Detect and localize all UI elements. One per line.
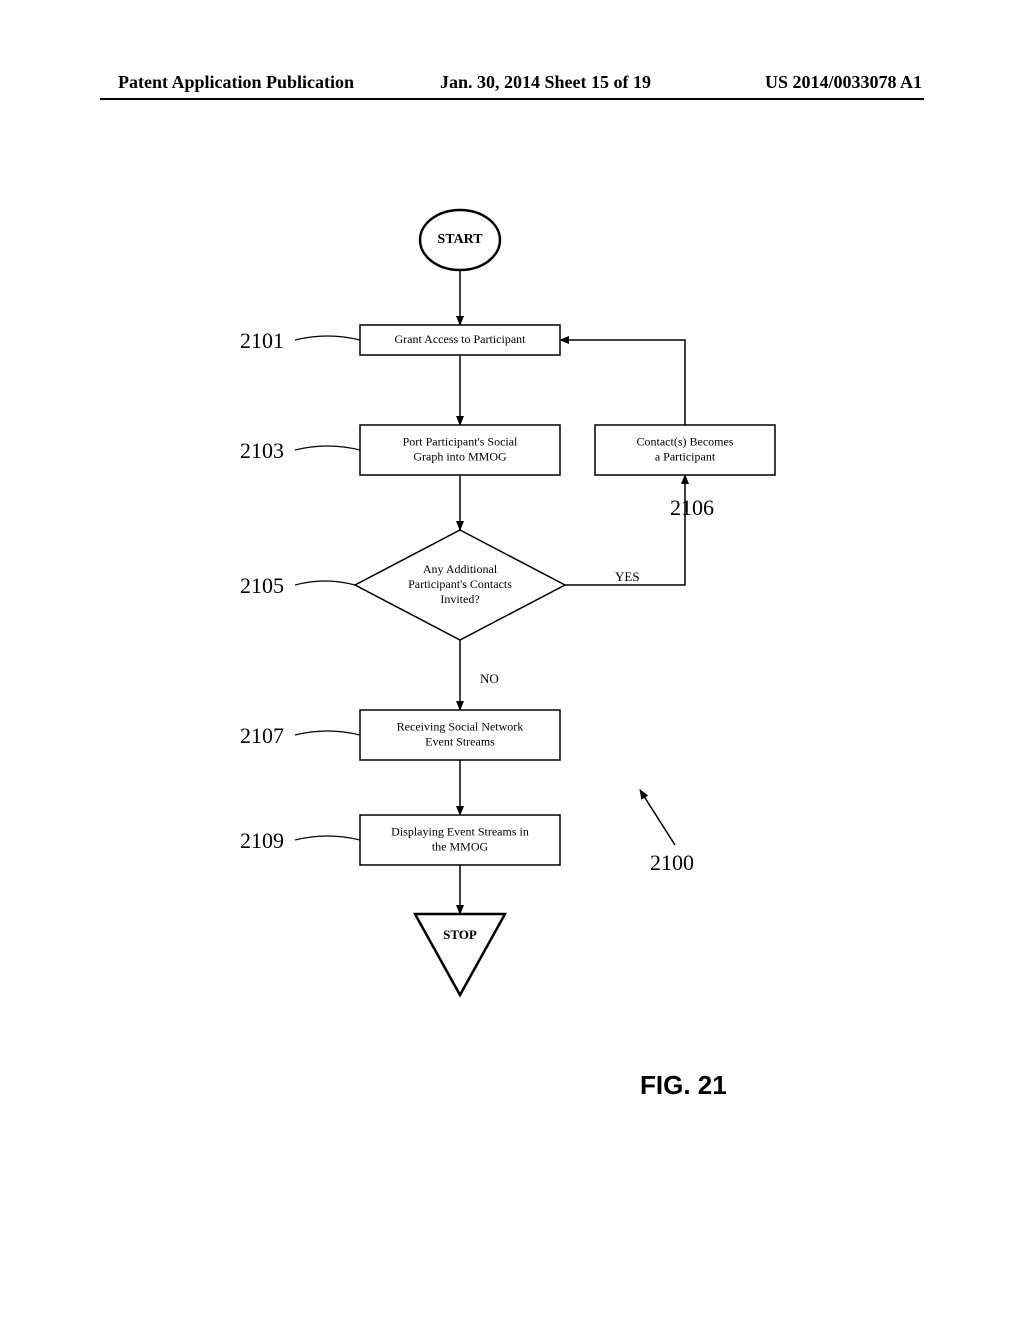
svg-text:Graph into MMOG: Graph into MMOG	[413, 449, 507, 463]
svg-text:the MMOG: the MMOG	[432, 839, 489, 853]
svg-text:Invited?: Invited?	[440, 592, 479, 606]
svg-text:2107: 2107	[240, 723, 284, 748]
svg-text:2109: 2109	[240, 828, 284, 853]
svg-text:Any Additional: Any Additional	[423, 562, 498, 576]
flowchart-svg: NO YES START Grant Access to Participant Por…	[180, 190, 840, 1020]
svg-text:Contact(s) Becomes: Contact(s) Becomes	[637, 434, 734, 448]
svg-text:a Participant: a Participant	[655, 449, 716, 463]
svg-text:2103: 2103	[240, 438, 284, 463]
svg-text:STOP: STOP	[443, 927, 477, 942]
figure-caption: FIG. 21	[640, 1070, 727, 1101]
svg-text:START: START	[437, 232, 483, 247]
svg-text:Event Streams: Event Streams	[425, 734, 495, 748]
header-left: Patent Application Publication	[118, 72, 354, 93]
header-rule	[100, 98, 924, 100]
svg-text:Participant's Contacts: Participant's Contacts	[408, 577, 512, 591]
svg-text:NO: NO	[480, 671, 499, 686]
header-center: Jan. 30, 2014 Sheet 15 of 19	[440, 72, 651, 93]
svg-text:2101: 2101	[240, 328, 284, 353]
svg-text:Receiving Social Network: Receiving Social Network	[397, 719, 524, 733]
svg-text:Grant Access to Participant: Grant Access to Participant	[395, 332, 527, 346]
flowchart-container: NO YES START Grant Access to Participant Por…	[180, 190, 840, 1025]
svg-text:2105: 2105	[240, 573, 284, 598]
svg-text:2100: 2100	[650, 850, 694, 875]
svg-text:Displaying Event Streams in: Displaying Event Streams in	[391, 824, 529, 838]
header-right: US 2014/0033078 A1	[765, 72, 922, 93]
page: Patent Application Publication Jan. 30, …	[0, 0, 1024, 1320]
svg-text:YES: YES	[615, 569, 640, 584]
svg-text:Port Participant's Social: Port Participant's Social	[403, 434, 518, 448]
svg-text:2106: 2106	[670, 495, 714, 520]
